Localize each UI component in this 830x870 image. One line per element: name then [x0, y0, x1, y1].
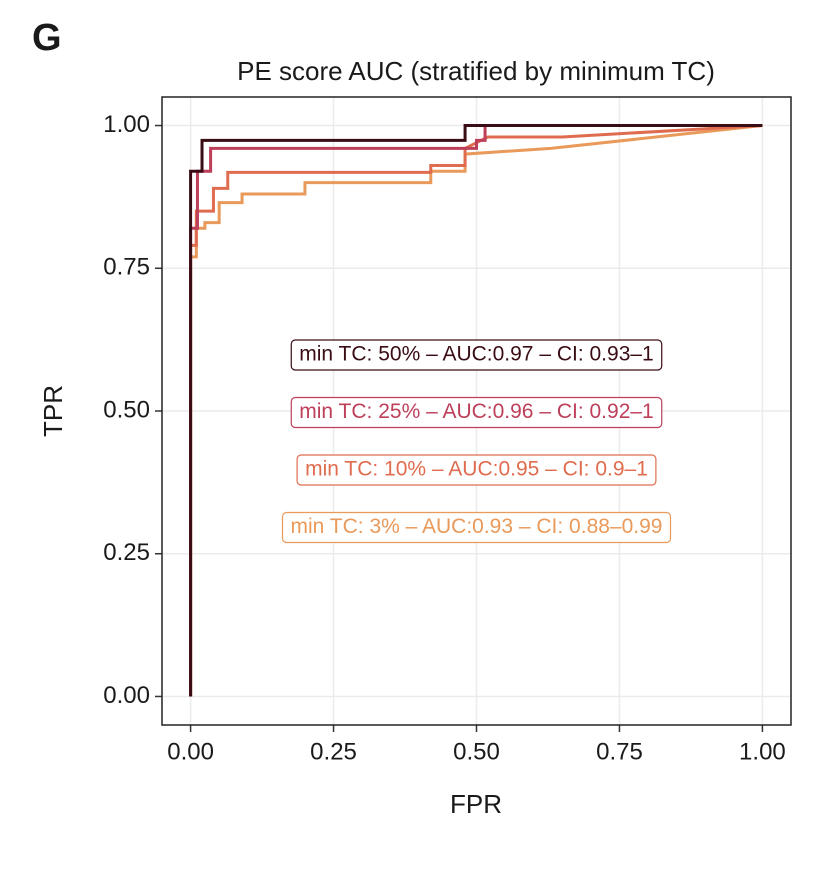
- label-frame: [290, 396, 663, 429]
- y-tick-label: 1.00: [103, 111, 150, 138]
- x-tick-label: 0.75: [596, 738, 643, 765]
- label-box: min TC: 10% – AUC:0.95 – CI: 0.9–1: [296, 454, 657, 486]
- y-axis-label: TPR: [38, 385, 68, 437]
- y-tick-label: 0.75: [103, 254, 150, 281]
- x-tick-label: 0.25: [310, 738, 357, 765]
- plot-border: [161, 96, 792, 726]
- label-box: min TC: 25% – AUC:0.96 – CI: 0.92–1: [290, 396, 663, 429]
- label-box: min TC: 3% – AUC:0.93 – CI: 0.88–0.99: [281, 511, 672, 544]
- y-tick-label: 0.00: [103, 682, 150, 709]
- series-label: min TC: 10% – AUC:0.95 – CI: 0.9–1: [305, 458, 648, 481]
- series-label: min TC: 3% – AUC:0.93 – CI: 0.88–0.99: [291, 515, 663, 538]
- label-frame: [290, 339, 663, 371]
- x-tick-label: 1.00: [739, 738, 786, 765]
- roc-curve: [189, 124, 763, 697]
- chart-title: PE score AUC (stratified by minimum TC): [237, 56, 715, 86]
- panel-letter: G: [32, 17, 62, 59]
- x-axis-label: FPR: [450, 789, 502, 819]
- roc-curve: [189, 124, 763, 697]
- y-tick-label: 0.25: [103, 539, 150, 566]
- x-tick-label: 0.00: [167, 738, 214, 765]
- label-frame: [281, 511, 672, 544]
- label-frame: [296, 454, 657, 486]
- x-tick-label: 0.50: [453, 738, 500, 765]
- series-label: min TC: 50% – AUC:0.97 – CI: 0.93–1: [299, 343, 653, 366]
- y-tick-label: 0.50: [103, 396, 150, 423]
- label-box: min TC: 50% – AUC:0.97 – CI: 0.93–1: [290, 339, 663, 371]
- series-label: min TC: 25% – AUC:0.96 – CI: 0.92–1: [299, 400, 653, 423]
